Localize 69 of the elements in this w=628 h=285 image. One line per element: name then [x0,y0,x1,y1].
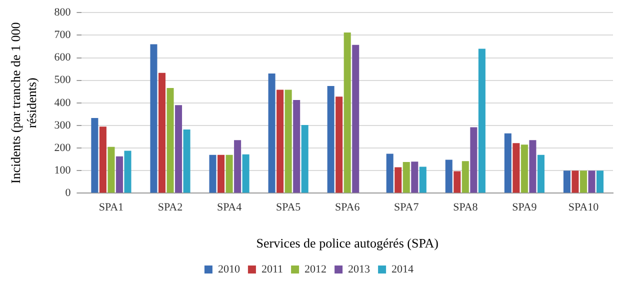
bar [580,170,587,193]
bar [124,150,132,193]
bar [520,144,528,193]
bar [242,154,250,193]
x-tick-label: SPA2 [158,202,183,214]
bar [116,156,123,193]
x-tick-label: SPA9 [512,202,538,214]
bar [150,44,158,193]
bar [572,170,579,193]
bar [218,154,225,193]
bar [293,100,300,193]
bar [454,171,461,193]
bar [226,154,233,193]
bar [268,74,276,193]
x-tick-label: SPA7 [394,202,420,214]
bar [158,72,166,193]
bar [344,32,351,193]
legend-label: 2013 [348,263,371,276]
y-tick-label: 100 [54,164,72,177]
bar [234,140,242,193]
bar [537,154,544,193]
y-tick-label: 200 [54,142,72,154]
y-tick-label: 500 [54,74,72,86]
x-tick-label: SPA4 [216,202,242,214]
x-tick-label: SPA6 [335,202,360,214]
bar [529,140,536,193]
bar [327,86,334,193]
x-tick-label: SPA8 [453,202,478,214]
bar [386,154,394,193]
y-tick-label: 800 [54,6,72,18]
bar [478,48,486,193]
bar [183,130,190,193]
bar [470,127,478,193]
x-tick-label: SPA10 [568,202,600,214]
bar [411,162,418,193]
x-axis-title: Services de police autogérés (SPA) [256,236,438,251]
bar [419,166,426,193]
y-tick-label: 300 [54,119,72,132]
bar [445,160,452,193]
bar [352,44,360,193]
y-tick-label: 600 [54,52,72,64]
bar [462,161,469,193]
bar [504,133,512,193]
bar [284,90,292,193]
y-tick-label: 0 [65,187,72,200]
bar [108,146,115,193]
bar [301,125,308,193]
y-axis-title: Incidents (par tranche de 1 000 résidents) [8,22,39,184]
x-tick-label: SPA5 [276,202,302,214]
bar [336,96,343,193]
x-tick-label: SPA1 [98,202,124,214]
bar [166,88,174,193]
legend-label: 2010 [218,263,240,276]
bar [99,126,106,193]
legend-label: 2011 [261,263,284,276]
bar [394,167,402,193]
legend-label: 2014 [392,263,414,276]
bar [402,162,410,193]
bar [276,90,284,193]
legend-label: 2012 [304,263,327,276]
bar [175,105,182,193]
bar [563,170,570,193]
bar [588,170,596,193]
y-tick-label: 700 [54,29,72,42]
bar [512,143,520,193]
y-tick-label: 400 [54,96,72,109]
bar [596,170,604,193]
bar [91,118,98,193]
bar [209,154,216,193]
